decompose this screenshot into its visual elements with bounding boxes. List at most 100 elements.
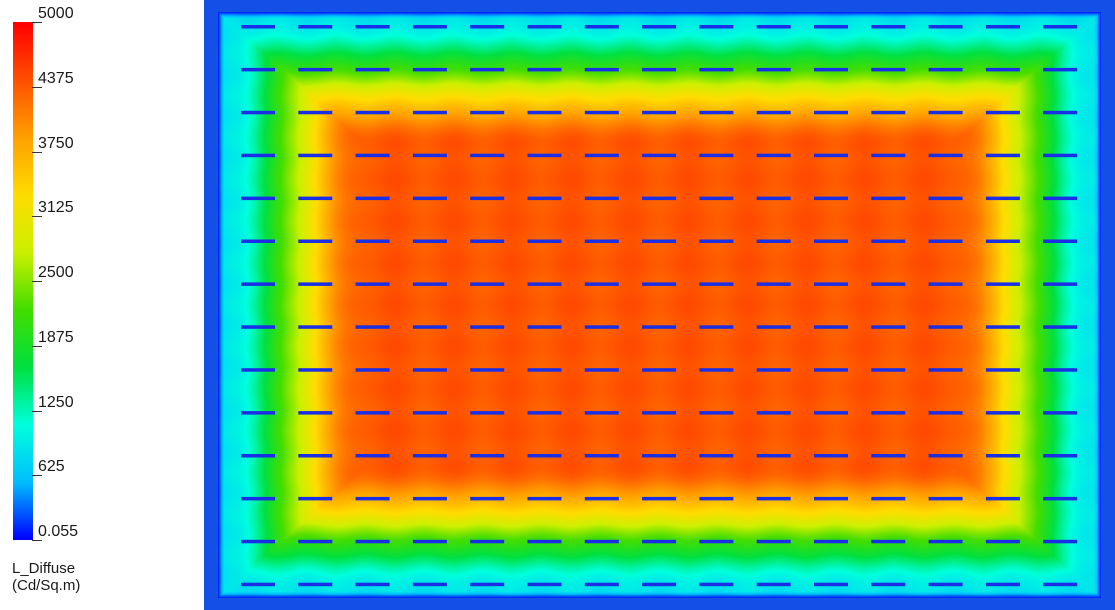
luminaire-fixture xyxy=(527,282,562,286)
luminaire-fixture xyxy=(928,411,963,415)
luminaire-fixture xyxy=(584,411,619,415)
luminaire-fixture xyxy=(871,153,906,158)
luminaire-fixture xyxy=(699,239,734,243)
luminaire-fixture xyxy=(470,496,505,501)
luminaire-fixture xyxy=(814,282,848,286)
luminaire-fixture xyxy=(699,196,734,201)
luminaire-fixture xyxy=(241,25,275,29)
luminaire-fixture xyxy=(871,539,906,544)
colorbar-tick-label: 0.055 xyxy=(38,523,79,540)
luminaire-fixture xyxy=(756,239,791,243)
luminaire-fixture xyxy=(985,411,1020,415)
luminaire-fixture xyxy=(699,582,734,587)
luminaire-fixture xyxy=(298,239,333,243)
luminaire-fixture xyxy=(355,368,390,372)
luminaire-fixture xyxy=(928,196,963,201)
luminaire-fixture xyxy=(871,411,906,415)
luminaire-fixture xyxy=(1043,153,1078,158)
luminaire-fixture xyxy=(1043,454,1078,458)
luminaire-fixture xyxy=(985,67,1020,72)
luminaire-fixture xyxy=(241,368,275,372)
colorbar-legend: 5000 4375 3750 3125 2500 1875 1250 625 0.055 L_D… xyxy=(0,0,200,610)
luminaire-fixture xyxy=(814,25,848,29)
luminaire-fixture xyxy=(699,282,734,286)
colorbar-title-quantity: L_Diffuse xyxy=(12,560,76,577)
colorbar-tick-label: 2500 xyxy=(38,264,74,281)
colorbar-tick-label: 3125 xyxy=(38,199,74,217)
luminaire-fixture xyxy=(355,67,390,72)
luminaire-fixture xyxy=(642,454,677,458)
luminaire-fixture xyxy=(756,539,791,544)
luminaire-fixture xyxy=(814,110,848,115)
luminaire-fixture xyxy=(355,196,390,201)
luminaire-fixture xyxy=(584,67,619,72)
luminaire-fixture xyxy=(871,496,906,501)
luminaire-fixture xyxy=(871,454,906,458)
luminaire-fixture xyxy=(642,539,677,544)
luminaire-fixture xyxy=(871,282,906,286)
luminaire-fixture xyxy=(642,110,677,115)
luminaire-fixture xyxy=(241,282,275,286)
luminaire-fixture xyxy=(642,325,677,329)
luminaire-fixture xyxy=(1043,582,1078,587)
luminaire-fixture xyxy=(298,582,333,587)
luminaire-fixture xyxy=(527,539,562,544)
luminaire-fixture xyxy=(470,454,505,458)
luminaire-fixture xyxy=(241,153,275,158)
luminaire-fixture xyxy=(470,153,505,158)
luminaire-fixture xyxy=(298,368,333,372)
fixture-grid xyxy=(241,25,1078,587)
luminaire-fixture xyxy=(985,153,1020,158)
luminaire-fixture xyxy=(470,196,505,201)
luminaire-fixture xyxy=(470,368,505,372)
luminaire-fixture xyxy=(298,496,333,501)
luminaire-fixture xyxy=(871,25,906,29)
luminaire-fixture xyxy=(298,25,333,29)
luminaire-fixture xyxy=(241,196,275,201)
luminaire-fixture xyxy=(1043,368,1078,372)
luminaire-fixture xyxy=(756,282,791,286)
luminaire-fixture xyxy=(298,539,333,544)
luminaire-fixture xyxy=(814,325,848,329)
colorbar-tick-label: 5000 xyxy=(38,5,74,22)
colorbar-tick-mark xyxy=(32,345,42,347)
luminaire-fixture xyxy=(298,153,333,158)
luminaire-fixture xyxy=(699,411,734,415)
luminaire-fixture xyxy=(355,496,390,501)
luminaire-fixture xyxy=(1043,110,1078,115)
luminaire-fixture xyxy=(642,368,677,372)
luminaire-fixture xyxy=(241,496,275,501)
luminaire-fixture xyxy=(298,196,333,201)
luminaire-fixture xyxy=(527,325,562,329)
luminaire-fixture xyxy=(412,539,447,544)
luminaire-fixture xyxy=(642,239,677,243)
luminaire-fixture xyxy=(756,368,791,372)
luminaire-fixture xyxy=(928,110,963,115)
luminaire-fixture xyxy=(584,196,619,201)
luminaire-fixture xyxy=(928,539,963,544)
luminaire-fixture xyxy=(699,496,734,501)
luminaire-fixture xyxy=(584,25,619,29)
luminaire-fixture xyxy=(1043,496,1078,501)
luminaire-fixture xyxy=(928,496,963,501)
luminaire-fixture xyxy=(1043,282,1078,286)
luminaire-fixture xyxy=(412,110,447,115)
colorbar-tick-mark xyxy=(32,151,42,153)
luminaire-fixture xyxy=(928,282,963,286)
luminaire-fixture xyxy=(470,325,505,329)
luminaire-fixture xyxy=(355,282,390,286)
luminaire-fixture xyxy=(355,239,390,243)
luminaire-fixture xyxy=(355,582,390,587)
luminaire-fixture xyxy=(699,153,734,158)
luminaire-fixture xyxy=(871,368,906,372)
colorbar-title: L_Diffuse (Cd/Sq.m) xyxy=(12,560,80,595)
luminaire-fixture xyxy=(241,110,275,115)
luminaire-fixture xyxy=(814,239,848,243)
luminaire-fixture xyxy=(412,496,447,501)
luminaire-fixture xyxy=(1043,411,1078,415)
colorbar-tick-mark xyxy=(32,475,42,477)
luminaire-fixture xyxy=(584,368,619,372)
colorbar-tick-label: 4375 xyxy=(38,69,74,87)
luminaire-fixture xyxy=(527,67,562,72)
luminaire-fixture xyxy=(241,454,275,458)
